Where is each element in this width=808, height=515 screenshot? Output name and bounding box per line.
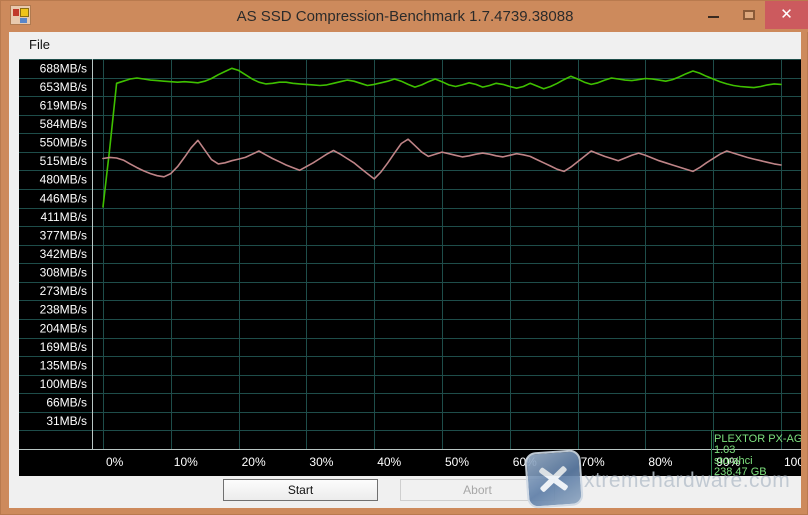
x-axis-tick-label: 100%	[784, 455, 801, 469]
y-axis-tick-label: 411MB/s	[41, 210, 87, 224]
y-axis-tick-label: 100MB/s	[40, 377, 87, 391]
benchmark-chart: 688MB/s 653MB/s 619MB/s 584MB/s 550MB/s 515MB…	[19, 59, 801, 476]
legend-text: PLEXTOR PX-AG25	[714, 433, 801, 445]
y-axis-tick-label: 515MB/s	[40, 154, 87, 168]
minimize-icon	[708, 16, 719, 18]
y-axis-tick-label: 238MB/s	[40, 303, 87, 317]
legend-box	[711, 430, 801, 476]
button-bar: Start Abort	[9, 479, 801, 508]
menu-item-file[interactable]: File	[29, 37, 50, 52]
x-axis-tick-label: 40%	[377, 455, 401, 469]
app-icon-yellow-square	[20, 8, 29, 17]
legend-text: storahci	[714, 455, 753, 467]
start-button[interactable]: Start	[223, 479, 378, 501]
maximize-icon	[743, 10, 755, 20]
x-axis-tick-label: 90%	[716, 455, 740, 469]
legend-text: 238,47 GB	[714, 466, 767, 476]
y-axis-tick-label: 66MB/s	[46, 396, 87, 410]
app-icon-blue-square	[20, 18, 27, 23]
y-axis-tick-label: 619MB/s	[40, 98, 87, 112]
series-line-write	[102, 138, 782, 180]
x-axis-tick-label: 30%	[309, 455, 333, 469]
x-axis-tick-label: 60%	[513, 455, 537, 469]
y-axis-tick-label: 446MB/s	[40, 191, 87, 205]
y-axis-tick-label: 550MB/s	[40, 136, 87, 150]
y-axis-tick-label: 204MB/s	[40, 321, 87, 335]
x-axis-tick-label: 70%	[581, 455, 605, 469]
y-axis-tick-label: 273MB/s	[40, 284, 87, 298]
chart-background	[19, 59, 801, 476]
y-axis-tick-label: 653MB/s	[40, 80, 87, 94]
legend-text: 1.03	[714, 444, 735, 456]
menu-bar: File	[9, 32, 801, 57]
x-axis-tick-label: 50%	[445, 455, 469, 469]
series-line-read	[102, 67, 782, 208]
app-icon	[10, 5, 31, 25]
y-axis-tick-label: 584MB/s	[40, 117, 87, 131]
client-area: File 688MB/s 653MB/s 619MB/s 584MB/s 550MB/s…	[9, 32, 801, 508]
y-axis-tick-label: 480MB/s	[40, 173, 87, 187]
y-axis-tick-label: 308MB/s	[40, 266, 87, 280]
x-axis-tick-label: 10%	[174, 455, 198, 469]
x-axis-tick-label: 80%	[648, 455, 672, 469]
y-axis-tick-label: 31MB/s	[46, 414, 87, 428]
chart-canvas: 688MB/s 653MB/s 619MB/s 584MB/s 550MB/s 515MB…	[19, 59, 801, 476]
y-axis-tick-label: 169MB/s	[40, 340, 87, 354]
y-axis-tick-label: 342MB/s	[40, 247, 87, 261]
y-axis-tick-label: 135MB/s	[40, 358, 87, 372]
maximize-button[interactable]	[734, 1, 763, 29]
app-icon-red-square	[13, 9, 19, 16]
x-axis-tick-label: 0%	[106, 455, 124, 469]
y-axis-tick-label: 377MB/s	[40, 228, 87, 242]
title-bar: AS SSD Compression-Benchmark 1.7.4739.38…	[1, 1, 808, 32]
close-icon: ✕	[780, 6, 793, 23]
x-axis-tick-label: 20%	[242, 455, 266, 469]
abort-button: Abort	[400, 479, 555, 501]
window-title: AS SSD Compression-Benchmark 1.7.4739.38…	[236, 8, 574, 25]
y-axis-tick-label: 688MB/s	[40, 61, 87, 75]
minimize-button[interactable]	[699, 1, 728, 29]
close-button[interactable]: ✕	[765, 1, 808, 29]
